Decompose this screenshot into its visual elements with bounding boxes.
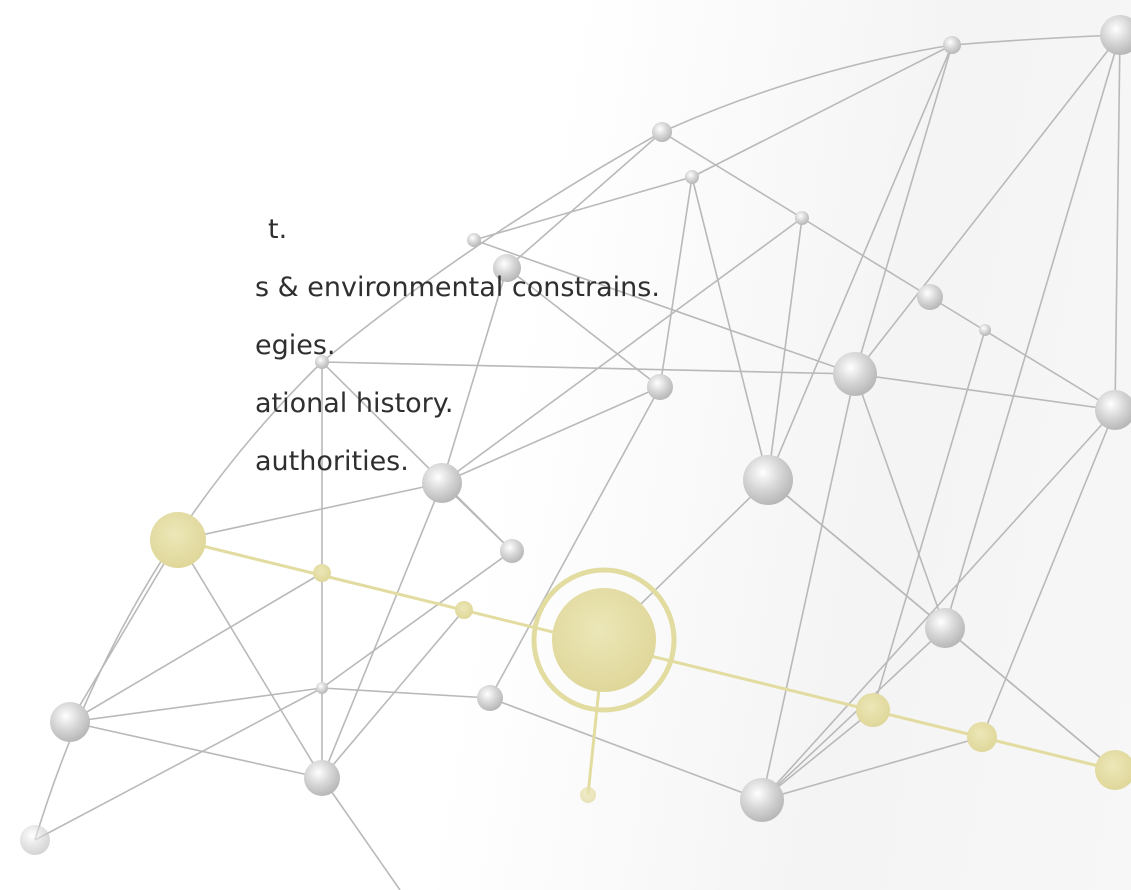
text-line: t. [268,214,287,246]
network-graphic [0,0,1131,890]
text-line: s & environmental constrains. [255,272,660,304]
slide: t. s & environmental constrains. egies. … [0,0,1131,890]
text-line: authorities. [255,446,409,478]
gray-nodes [20,15,1131,855]
text-line: egies. [255,330,336,362]
text-line: ational history. [255,388,454,420]
network-lines [35,35,1120,890]
